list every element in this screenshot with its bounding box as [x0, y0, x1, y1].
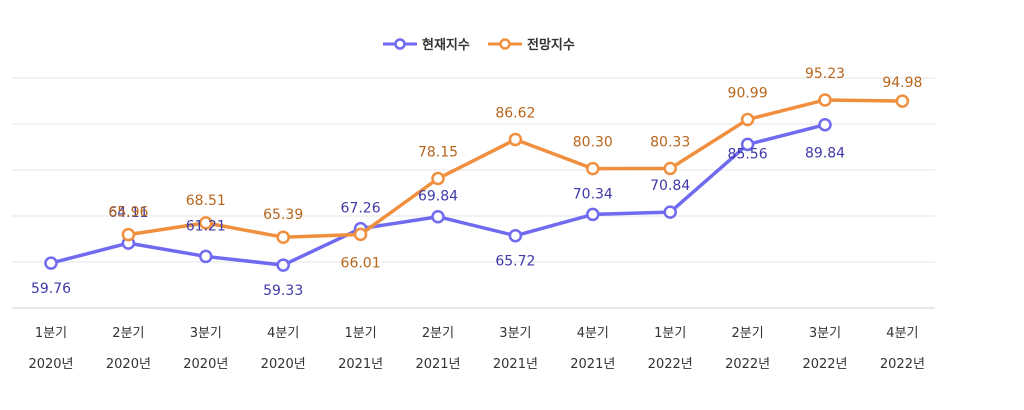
data-label: 59.76 [31, 281, 71, 297]
data-point [276, 230, 290, 244]
data-point [353, 227, 368, 242]
data-point [199, 249, 213, 264]
data-labels: 59.76 64.11 61.21 59.33 67.26 69.84 65.72 70.34… [31, 66, 922, 299]
data-label: 70.34 [573, 186, 613, 202]
tick-label-quarter: 3분기 [809, 326, 841, 341]
data-label: 68.51 [186, 193, 226, 209]
data-label: 67.26 [341, 201, 381, 217]
tick-label-year: 2021년 [338, 357, 383, 372]
data-label: 80.33 [650, 134, 690, 150]
data-point [199, 216, 213, 230]
data-point [740, 137, 755, 152]
data-label: 59.33 [263, 283, 303, 299]
data-label: 86.62 [495, 106, 535, 122]
tick-label-year: 2020년 [28, 357, 73, 372]
data-label: 65.39 [263, 207, 303, 223]
tick-label-quarter: 2분기 [112, 326, 144, 341]
data-point [818, 117, 832, 132]
data-label: 80.30 [573, 135, 613, 151]
x-axis: 1분기 2020년 2분기 2020년 3분기 2020년 4분기 2020년 1분기 2021년… [28, 326, 924, 372]
data-label: 78.15 [418, 145, 458, 161]
data-point [740, 112, 755, 127]
data-point [818, 93, 832, 107]
legend: 현재지수 전망지수 [383, 37, 575, 53]
data-label: 65.96 [108, 205, 148, 221]
data-point [663, 205, 677, 219]
data-point [508, 228, 523, 243]
data-point [121, 227, 136, 242]
tick-label-year: 2020년 [106, 357, 151, 372]
data-label: 90.99 [728, 85, 768, 101]
data-point [586, 161, 600, 176]
data-label: 64.11 [108, 205, 148, 221]
data-label: 65.72 [495, 254, 535, 270]
data-label: 95.23 [805, 66, 845, 82]
tick-label-quarter: 3분기 [190, 326, 222, 341]
tick-label-quarter: 2분기 [422, 326, 454, 341]
tick-label-quarter: 1분기 [654, 326, 686, 341]
legend-label: 전망지수 [527, 37, 575, 53]
tick-label-year: 2022년 [648, 357, 693, 372]
data-label: 61.21 [186, 218, 226, 234]
tick-label-year: 2020년 [183, 357, 228, 372]
data-label: 69.84 [418, 189, 458, 205]
series-layer [44, 93, 910, 272]
tick-label-year: 2022년 [725, 357, 770, 372]
data-point [508, 132, 523, 147]
data-point [663, 161, 677, 176]
tick-label-quarter: 4분기 [267, 326, 299, 341]
data-point [44, 256, 58, 270]
tick-label-quarter: 2분기 [731, 326, 763, 341]
data-point [586, 207, 600, 222]
data-point [431, 209, 445, 224]
data-point [276, 258, 290, 272]
tick-label-quarter: 4분기 [886, 326, 918, 341]
tick-label-year: 2020년 [261, 357, 306, 372]
data-label: 94.98 [882, 75, 922, 91]
tick-label-year: 2021년 [493, 357, 538, 372]
tick-label-quarter: 3분기 [499, 326, 531, 341]
legend-marker [394, 38, 406, 50]
tick-label-year: 2022년 [802, 357, 847, 372]
data-point [895, 94, 910, 108]
legend-label: 현재지수 [422, 37, 470, 53]
legend-marker [499, 38, 511, 50]
tick-label-quarter: 4분기 [577, 326, 609, 341]
grid-lines [12, 77, 935, 309]
data-label: 89.84 [805, 146, 845, 162]
data-label: 85.56 [728, 146, 768, 162]
tick-label-year: 2021년 [570, 357, 615, 372]
data-label: 70.84 [650, 178, 690, 194]
tick-label-year: 2021년 [415, 357, 460, 372]
data-label: 66.01 [341, 255, 381, 271]
tick-label-year: 2022년 [880, 357, 925, 372]
tick-label-quarter: 1분기 [35, 326, 67, 341]
data-point [431, 171, 445, 186]
tick-label-quarter: 1분기 [344, 326, 376, 341]
